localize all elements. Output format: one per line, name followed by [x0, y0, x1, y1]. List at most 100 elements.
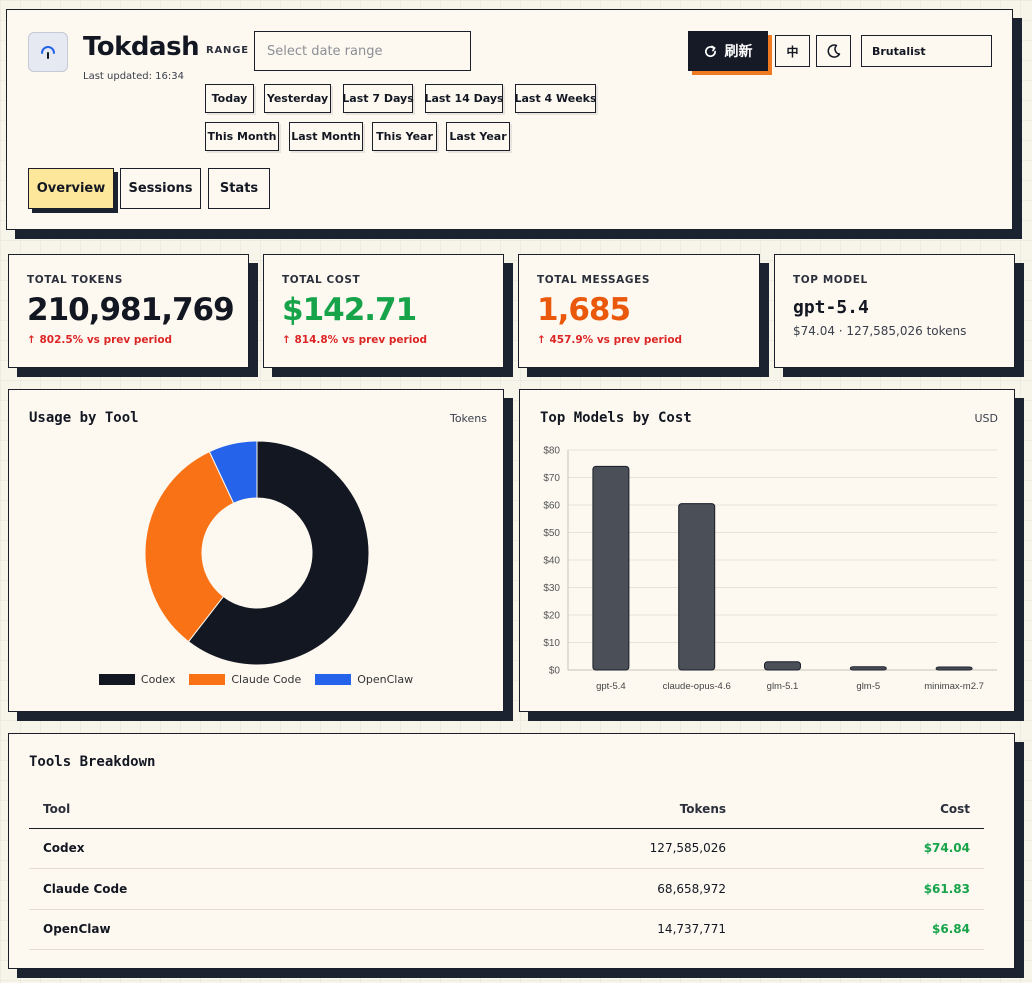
- tab-overview[interactable]: Overview: [28, 168, 114, 209]
- card-unit: USD: [974, 412, 998, 425]
- stat-label: TOTAL COST: [282, 274, 361, 286]
- tool-cell: OpenClaw: [29, 909, 398, 950]
- card-title: Usage by Tool: [29, 410, 139, 426]
- x-tick-label: glm-5.1: [767, 681, 799, 692]
- tokens-cell: 68,658,972: [397, 868, 741, 910]
- legend-item[interactable]: Codex: [98, 673, 176, 686]
- stat-card-total-messages: TOTAL MESSAGES 1,685 ↑ 457.9% vs prev pe…: [518, 254, 760, 368]
- last-updated: Last updated: 16:34: [83, 71, 184, 82]
- chart-legend: Codex Claude Code OpenClaw: [9, 673, 503, 686]
- preset-last-year[interactable]: Last Year: [446, 122, 510, 151]
- tokens-cell: 14,737,771: [397, 909, 741, 950]
- preset-this-year[interactable]: This Year: [372, 122, 437, 151]
- logo: [28, 32, 68, 72]
- tool-cell: Codex: [29, 828, 398, 869]
- stat-card-top-model: TOP MODEL gpt-5.4 $74.04 · 127,585,026 t…: [774, 254, 1015, 368]
- y-tick-label: $50: [543, 528, 560, 539]
- stat-label: TOTAL TOKENS: [27, 274, 123, 286]
- preset-last-7-days[interactable]: Last 7 Days: [342, 84, 414, 113]
- refresh-label: 刷新: [724, 44, 753, 60]
- y-tick-label: $0: [549, 666, 561, 677]
- preset-last-4-weeks[interactable]: Last 4 Weeks: [514, 84, 597, 113]
- tab-stats[interactable]: Stats: [208, 168, 270, 209]
- card-unit: Tokens: [449, 412, 487, 425]
- table-row[interactable]: OpenClaw 14,737,771 $6.84: [29, 909, 984, 950]
- preset-yesterday[interactable]: Yesterday: [264, 84, 331, 113]
- stat-sub: $74.04 · 127,585,026 tokens: [793, 324, 967, 338]
- y-tick-label: $10: [543, 638, 560, 649]
- donut-slice-openclaw[interactable]: [208, 440, 258, 504]
- stat-delta: ↑ 814.8% vs prev period: [282, 334, 428, 346]
- stat-label: TOP MODEL: [793, 274, 868, 286]
- bar-glm-5[interactable]: [849, 666, 887, 671]
- y-tick-label: $20: [543, 611, 560, 622]
- theme-select[interactable]: Brutalist: [861, 35, 992, 67]
- date-range-input[interactable]: [254, 31, 471, 71]
- tools-breakdown-card: Tools Breakdown Tool Tokens Cost Codex 1…: [8, 733, 1015, 969]
- x-tick-label: minimax-m2.7: [924, 681, 984, 692]
- range-label: RANGE: [206, 45, 249, 56]
- preset-last-14-days[interactable]: Last 14 Days: [424, 84, 504, 113]
- bar-claude-opus-4.6[interactable]: [678, 503, 716, 671]
- y-tick-label: $40: [543, 556, 560, 567]
- y-tick-label: $70: [543, 473, 560, 484]
- cost-cell: $74.04: [740, 828, 984, 869]
- legend-swatch: [189, 674, 226, 685]
- legend-label: OpenClaw: [357, 673, 414, 686]
- bar-chart: $0 $10 $20 $30 $40 $50 $60 $70 $80 gpt-5.4 claude-…: [543, 446, 997, 692]
- preset-today[interactable]: Today: [205, 84, 254, 113]
- top-models-by-cost-card: Top Models by Cost USD $0 $10 $20 $30 $40 $50…: [519, 389, 1015, 712]
- stat-value: $142.71: [282, 292, 417, 328]
- x-tick-label: claude-opus-4.6: [663, 681, 731, 692]
- table-row[interactable]: Codex 127,585,026 $74.04: [29, 828, 984, 869]
- table-row[interactable]: Claude Code 68,658,972 $61.83: [29, 868, 984, 910]
- column-header-tokens[interactable]: Tokens: [397, 790, 741, 829]
- refresh-icon: [704, 45, 716, 57]
- bar-gpt-5.4[interactable]: [592, 465, 630, 671]
- tab-sessions[interactable]: Sessions: [120, 168, 201, 209]
- card-title: Tools Breakdown: [29, 754, 156, 770]
- y-tick-label: $80: [543, 446, 560, 457]
- column-header-tool[interactable]: Tool: [29, 790, 398, 829]
- stat-value: 1,685: [537, 292, 631, 328]
- tokens-cell: 127,585,026: [397, 828, 741, 869]
- card-title: Top Models by Cost: [540, 410, 692, 426]
- tools-breakdown-table: Tool Tokens Cost Codex 127,585,026 $74.0…: [29, 790, 984, 950]
- legend-label: Codex: [140, 673, 176, 686]
- cost-cell: $6.84: [740, 909, 984, 950]
- preset-last-month[interactable]: Last Month: [289, 122, 363, 151]
- language-toggle-button[interactable]: 中: [775, 35, 810, 67]
- column-header-cost[interactable]: Cost: [740, 790, 984, 829]
- stat-card-total-tokens: TOTAL TOKENS 210,981,769 ↑ 802.5% vs pre…: [8, 254, 249, 368]
- y-tick-label: $60: [543, 501, 560, 512]
- stat-value: 210,981,769: [27, 292, 235, 328]
- donut-slice-claude-code[interactable]: [144, 450, 235, 643]
- tool-cell: Claude Code: [29, 868, 398, 910]
- x-tick-label: glm-5: [856, 681, 880, 692]
- y-tick-label: $30: [543, 583, 560, 594]
- cost-cell: $61.83: [740, 868, 984, 910]
- bar-glm-5.1[interactable]: [764, 661, 801, 671]
- table-header-row: Tool Tokens Cost: [29, 790, 984, 829]
- legend-label: Claude Code: [231, 673, 302, 686]
- stat-delta: ↑ 802.5% vs prev period: [27, 334, 173, 346]
- header-panel: Tokdash Last updated: 16:34 RANGE Today …: [6, 9, 1013, 230]
- legend-swatch: [98, 674, 135, 685]
- donut-slice-codex[interactable]: [187, 440, 370, 666]
- bar-minimax-m2.7[interactable]: [935, 666, 973, 671]
- preset-this-month[interactable]: This Month: [205, 122, 279, 151]
- usage-by-tool-card: Usage by Tool Tokens Codex Claude Code O…: [8, 389, 504, 712]
- donut-chart: [144, 440, 370, 666]
- legend-swatch: [315, 674, 352, 685]
- moon-icon: [827, 44, 840, 58]
- legend-item[interactable]: Claude Code: [189, 673, 301, 686]
- stat-delta: ↑ 457.9% vs prev period: [537, 334, 683, 346]
- gauge-icon: [41, 46, 55, 59]
- stat-value: gpt-5.4: [793, 297, 869, 318]
- legend-item[interactable]: OpenClaw: [315, 673, 413, 686]
- refresh-button[interactable]: 刷新: [688, 31, 768, 71]
- x-tick-label: gpt-5.4: [596, 681, 626, 692]
- app-title: Tokdash: [83, 32, 200, 62]
- stat-label: TOTAL MESSAGES: [537, 274, 651, 286]
- dark-mode-toggle-button[interactable]: [816, 35, 851, 67]
